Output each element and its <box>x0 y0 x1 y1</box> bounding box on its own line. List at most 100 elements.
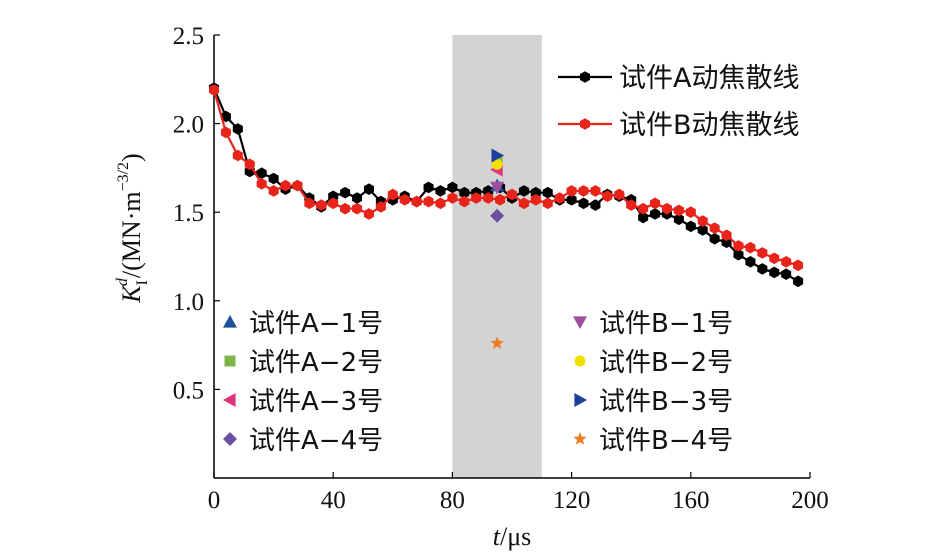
series-2-point <box>542 197 553 210</box>
x-tick-label: 120 <box>553 487 591 514</box>
series-2-point <box>399 194 410 206</box>
series-2-point <box>304 197 315 210</box>
series-2-point <box>590 185 601 197</box>
series-2-point <box>506 188 518 201</box>
legend-line-marker <box>579 71 591 83</box>
series-2-point <box>292 179 303 192</box>
legend-point-label: 试件B−1号 <box>599 309 733 339</box>
x-tick-label: 0 <box>208 487 221 514</box>
series-2-point <box>232 149 243 162</box>
series-1-point <box>733 248 744 261</box>
legend-point-label: 试件B−3号 <box>599 387 733 417</box>
series-2-point <box>673 204 684 217</box>
legend-point-marker <box>574 355 586 367</box>
series-1-point <box>673 213 684 226</box>
series-1-point <box>268 172 279 185</box>
series-1-point <box>352 192 363 204</box>
series-2-point <box>483 192 494 204</box>
legend-point-label: 试件B−4号 <box>599 426 733 456</box>
series-2-point <box>435 197 446 210</box>
series-2-point <box>757 247 768 259</box>
legend-point-label: 试件A−2号 <box>249 348 383 378</box>
series-1-point <box>459 186 470 199</box>
series-2-point <box>721 229 732 242</box>
series-2-point <box>471 192 482 204</box>
y-tick-label: 2.5 <box>173 23 204 50</box>
series-2-point <box>518 197 529 210</box>
series-2-point <box>602 190 613 203</box>
series-2-point <box>650 197 661 210</box>
specimen-point-8 <box>490 336 504 349</box>
series-2-point <box>554 192 565 204</box>
series-2-point <box>614 188 625 201</box>
x-tick-label: 160 <box>672 487 710 514</box>
specimen-point-7 <box>491 148 505 163</box>
y-tick-label: 2.0 <box>173 112 204 139</box>
series-2-point <box>208 84 220 96</box>
series-2-point <box>363 208 374 220</box>
legend-point-marker <box>223 432 237 446</box>
series-2-point <box>387 188 398 201</box>
specimen-point-6 <box>491 158 503 170</box>
series-2-point <box>256 178 267 190</box>
series-1-point <box>363 183 374 195</box>
series-2-point <box>423 195 434 208</box>
series-1-point <box>423 181 434 194</box>
legend-point-marker <box>574 393 587 407</box>
series-2-point <box>280 179 291 192</box>
series-2-point <box>709 222 720 234</box>
series-1-point <box>435 185 446 197</box>
y-tick-label: 0.5 <box>173 377 204 404</box>
y-axis-label: KId/(MN·m−3/2) <box>114 153 151 303</box>
series-2-point <box>495 194 506 206</box>
x-axis-label: t/μs <box>493 522 532 551</box>
shaded-band <box>452 35 542 478</box>
series-2-point <box>411 195 422 208</box>
legend-point-label: 试件B−2号 <box>599 348 733 378</box>
y-tick-label: 1.5 <box>173 200 204 227</box>
series-2-point <box>661 202 672 215</box>
series-2-point <box>578 185 589 197</box>
series-2-point <box>268 185 279 197</box>
series-2-point <box>626 199 637 211</box>
series-1-point <box>220 110 231 123</box>
series-2-point <box>375 201 386 213</box>
series-1-point <box>697 224 708 236</box>
legend-line-label: 试件A动焦散线 <box>619 63 799 94</box>
legend-point-marker <box>573 432 587 445</box>
legend-point-label: 试件A−3号 <box>249 387 383 417</box>
axes: 0 40 80 120 160 200 0.5 1.0 1.5 2.0 2.5 <box>173 23 829 514</box>
series-2-point <box>352 202 363 215</box>
series-1-point <box>709 232 720 245</box>
x-tick-label: 200 <box>791 487 829 514</box>
svg-text:KId/(MN·m−3/2): KId/(MN·m−3/2) <box>114 153 151 303</box>
specimen-point-4 <box>490 208 505 223</box>
series-1-point <box>578 197 589 210</box>
series-1-point <box>757 263 768 275</box>
series-2-point <box>638 202 649 215</box>
series-2-point <box>530 194 541 206</box>
series-1-point <box>340 186 351 199</box>
series-2-point <box>316 199 327 211</box>
series-1-point <box>566 194 577 206</box>
series-1-point <box>781 268 792 281</box>
series-1-point <box>685 220 696 233</box>
series-2-point <box>733 240 744 252</box>
series-1-point <box>769 266 780 279</box>
series-1-point <box>518 185 529 197</box>
legend-point-marker <box>223 393 236 407</box>
series-2-point <box>685 206 696 218</box>
series-1-point <box>650 208 661 220</box>
x-tick-label: 40 <box>321 487 346 514</box>
series-2-point <box>244 158 255 171</box>
specimen-point-5 <box>490 181 505 195</box>
series-2-point <box>793 259 804 272</box>
series-1-point <box>542 186 553 199</box>
shaded-band-layer <box>452 35 542 478</box>
legend-point-marker <box>223 315 237 328</box>
series-1-point <box>256 167 267 180</box>
series-2-point <box>220 126 231 139</box>
